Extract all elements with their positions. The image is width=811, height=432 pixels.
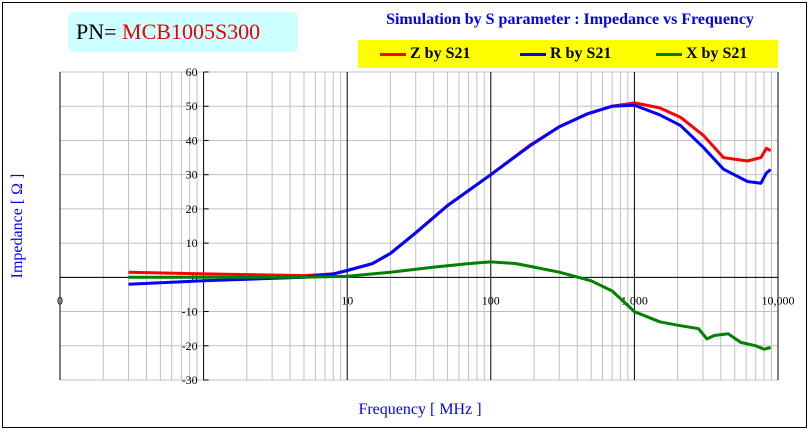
- legend-swatch: [380, 52, 406, 56]
- chart-frame: [2, 2, 807, 428]
- y-tick-label: 60: [186, 65, 198, 79]
- y-tick-label: -20: [182, 339, 198, 353]
- part-number-box: PN= MCB1005S300: [68, 12, 298, 52]
- pn-value: MCB1005S300: [122, 19, 261, 44]
- legend-item-r: R by S21: [520, 45, 611, 63]
- legend-item-x: X by S21: [656, 45, 747, 63]
- legend-item-z: Z by S21: [380, 45, 470, 63]
- y-tick-label: -30: [182, 373, 198, 387]
- y-tick-label: -10: [182, 305, 198, 319]
- y-tick-label: 50: [186, 99, 198, 113]
- legend-swatch: [520, 52, 546, 56]
- series-line-z: [128, 101, 772, 278]
- legend: Z by S21 R by S21 X by S21: [358, 40, 778, 68]
- x-tick-label: 10: [341, 293, 353, 307]
- series-line-x: [128, 260, 772, 351]
- legend-label: R by S21: [550, 45, 612, 62]
- y-tick-label: 30: [186, 168, 198, 182]
- x-tick-label: 10,000: [762, 293, 795, 307]
- series-line-r: [128, 103, 772, 286]
- y-tick-label: 40: [186, 133, 198, 147]
- x-tick-label: 0: [57, 293, 63, 307]
- legend-label: X by S21: [686, 45, 748, 62]
- y-axis-label: Impedance [ Ω ]: [9, 174, 26, 279]
- y-tick-label: 10: [186, 236, 198, 250]
- pn-label: PN=: [76, 19, 117, 44]
- y-tick-label: 20: [186, 202, 198, 216]
- legend-label: Z by S21: [410, 45, 471, 62]
- x-axis-label: Frequency [ MHz ]: [358, 401, 481, 418]
- x-tick-label: 1,000: [621, 293, 648, 307]
- legend-swatch: [656, 52, 682, 56]
- chart-title: Simulation by S parameter : Impedance vs…: [386, 11, 754, 28]
- x-tick-label: 100: [482, 293, 500, 307]
